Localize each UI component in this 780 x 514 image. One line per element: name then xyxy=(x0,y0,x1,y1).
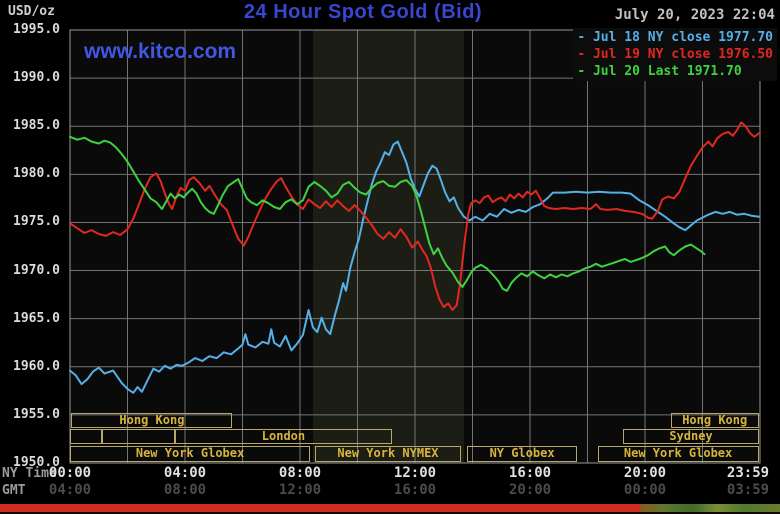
session-box-new-york-nymex: New York NYMEX xyxy=(314,446,461,462)
y-tick-label: 1960.0 xyxy=(13,358,60,374)
session-box-unlabeled xyxy=(70,429,102,444)
session-box-unlabeled xyxy=(101,429,175,444)
session-box-london: London xyxy=(174,429,392,444)
session-box-new-york-globex: New York Globex xyxy=(597,446,759,462)
y-tick-label: 1995.0 xyxy=(13,22,60,37)
legend-item: - Jul 18 NY close 1977.70 xyxy=(577,30,773,45)
y-tick-label: 1965.0 xyxy=(13,310,60,326)
y-tick-label: 1975.0 xyxy=(13,214,60,230)
ny-time-tick-label: 23:59 xyxy=(726,465,770,481)
page-title: 24 Hour Spot Gold (Bid) xyxy=(243,1,483,23)
ny-time-tick-label: 04:00 xyxy=(163,465,207,481)
bottom-red-divider-bar xyxy=(0,504,780,512)
ny-time-tick-label: 20:00 xyxy=(623,465,667,481)
series-line-2 xyxy=(69,135,706,292)
legend: - Jul 18 NY close 1977.70 - Jul 19 NY clo… xyxy=(573,28,777,81)
gmt-tick-label: 04:00 xyxy=(48,482,92,498)
y-tick-label: 1955.0 xyxy=(13,406,60,422)
legend-item: - Jul 19 NY close 1976.50 xyxy=(577,47,773,62)
y-tick-label: 1950.0 xyxy=(13,455,60,470)
session-box-hong-kong: Hong Kong xyxy=(71,413,233,428)
ny-time-tick-label: 12:00 xyxy=(393,465,437,481)
chart-timestamp: July 20, 2023 22:04 xyxy=(614,7,775,23)
ny-time-tick-label: 00:00 xyxy=(48,465,92,481)
y-tick-label: 1970.0 xyxy=(13,262,60,278)
gmt-tick-label: 03:59 xyxy=(726,482,770,498)
session-box-hong-kong: Hong Kong xyxy=(670,413,759,428)
gmt-tick-label: 20:00 xyxy=(508,482,552,498)
series-line-1 xyxy=(69,121,761,311)
y-tick-label: 1985.0 xyxy=(13,118,60,134)
bottom-bar-image-fragment xyxy=(640,504,780,512)
gmt-tick-label: 16:00 xyxy=(393,482,437,498)
y-tick-label: 1990.0 xyxy=(13,70,60,86)
nymex-session-highlight-band xyxy=(312,30,464,463)
ny-time-tick-label: 08:00 xyxy=(278,465,322,481)
gmt-tick-label: 08:00 xyxy=(163,482,207,498)
session-box-ny-globex: NY Globex xyxy=(466,446,578,462)
kitco-watermark-link[interactable]: www.kitco.com xyxy=(84,40,237,63)
y-tick-label: 1980.0 xyxy=(13,166,60,182)
ny-time-tick-label: 16:00 xyxy=(508,465,552,481)
series-line-0 xyxy=(69,140,761,394)
y-axis-unit-label: USD/oz xyxy=(8,4,55,19)
gmt-row-label: GMT xyxy=(2,483,26,498)
legend-item: - Jul 20 Last 1971.70 xyxy=(577,64,742,79)
ny-time-row-label: NY Time xyxy=(2,466,57,481)
gmt-tick-label: 00:00 xyxy=(623,482,667,498)
gmt-tick-label: 12:00 xyxy=(278,482,322,498)
session-box-new-york-globex: New York Globex xyxy=(70,446,311,462)
bottom-edge xyxy=(0,512,780,514)
session-box-sydney: Sydney xyxy=(623,429,759,444)
